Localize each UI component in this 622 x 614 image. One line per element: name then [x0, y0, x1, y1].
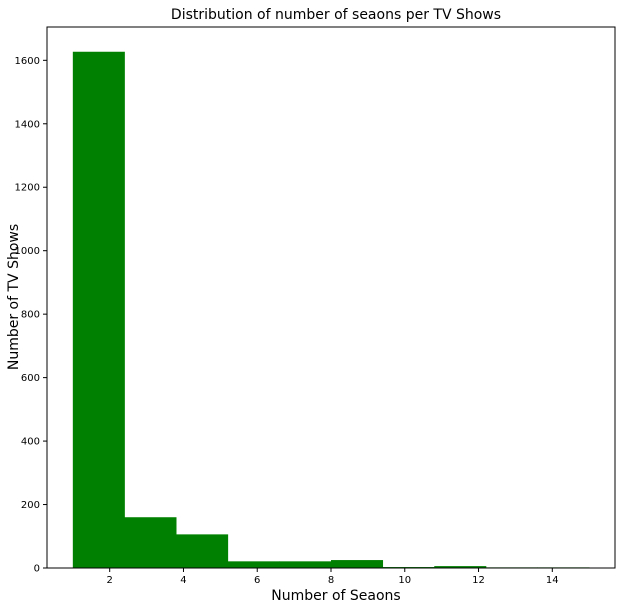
x-ticks-layer: 2 4 6 8 10 12 14 [107, 568, 559, 586]
x-tick-label: 12 [472, 575, 485, 586]
y-tick-label: 1600 [15, 56, 40, 67]
y-ticks-layer: 0 200 400 600 800 1000 1200 1400 1600 [15, 56, 47, 575]
y-tick-label: 1200 [15, 183, 40, 194]
histogram-bar-8 [434, 566, 487, 568]
y-axis-title: Number of TV Shows [6, 224, 22, 370]
y-tick-label: 400 [21, 437, 40, 448]
x-tick-label: 4 [180, 575, 186, 586]
y-tick-label: 200 [21, 500, 40, 511]
y-tick-label: 600 [21, 373, 40, 384]
histogram-bar-6 [331, 560, 384, 568]
y-tick-label: 1400 [15, 119, 40, 130]
x-axis-title: Number of Seaons [271, 588, 400, 604]
chart-title: Distribution of number of seaons per TV … [171, 7, 501, 23]
x-tick-label: 14 [546, 575, 559, 586]
histogram-bar-5 [279, 561, 332, 568]
histogram-bar-4 [227, 561, 280, 568]
y-tick-label: 0 [34, 564, 40, 575]
y-tick-label: 1000 [15, 246, 40, 257]
x-tick-label: 8 [328, 575, 334, 586]
y-tick-label: 800 [21, 310, 40, 321]
x-tick-label: 6 [254, 575, 260, 586]
histogram-bar-2 [124, 517, 177, 568]
x-tick-label: 10 [398, 575, 411, 586]
histogram-bar-3 [176, 534, 229, 568]
x-tick-label: 2 [107, 575, 113, 586]
histogram-bar-1 [72, 51, 125, 568]
plot-frame [46, 26, 616, 569]
bars-layer [72, 51, 590, 568]
